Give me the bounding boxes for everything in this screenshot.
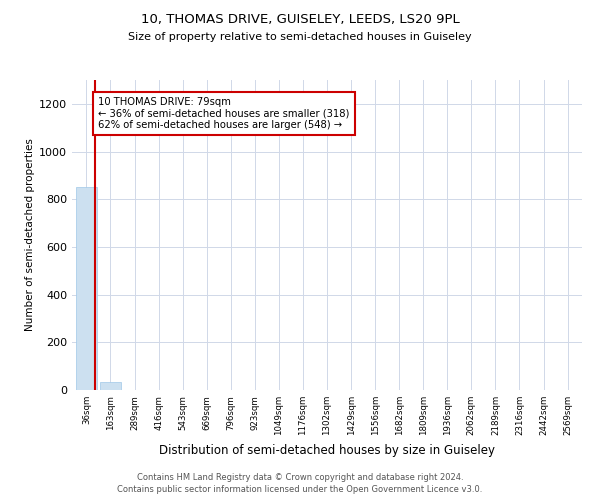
Bar [100,382,121,390]
Text: 10 THOMAS DRIVE: 79sqm
← 36% of semi-detached houses are smaller (318)
62% of se: 10 THOMAS DRIVE: 79sqm ← 36% of semi-det… [98,96,350,130]
Y-axis label: Number of semi-detached properties: Number of semi-detached properties [25,138,35,332]
Text: Contains HM Land Registry data © Crown copyright and database right 2024.: Contains HM Land Registry data © Crown c… [137,474,463,482]
Text: 10, THOMAS DRIVE, GUISELEY, LEEDS, LS20 9PL: 10, THOMAS DRIVE, GUISELEY, LEEDS, LS20 … [140,12,460,26]
Text: Contains public sector information licensed under the Open Government Licence v3: Contains public sector information licen… [118,485,482,494]
X-axis label: Distribution of semi-detached houses by size in Guiseley: Distribution of semi-detached houses by … [159,444,495,456]
Bar [76,188,97,390]
Text: Size of property relative to semi-detached houses in Guiseley: Size of property relative to semi-detach… [128,32,472,42]
